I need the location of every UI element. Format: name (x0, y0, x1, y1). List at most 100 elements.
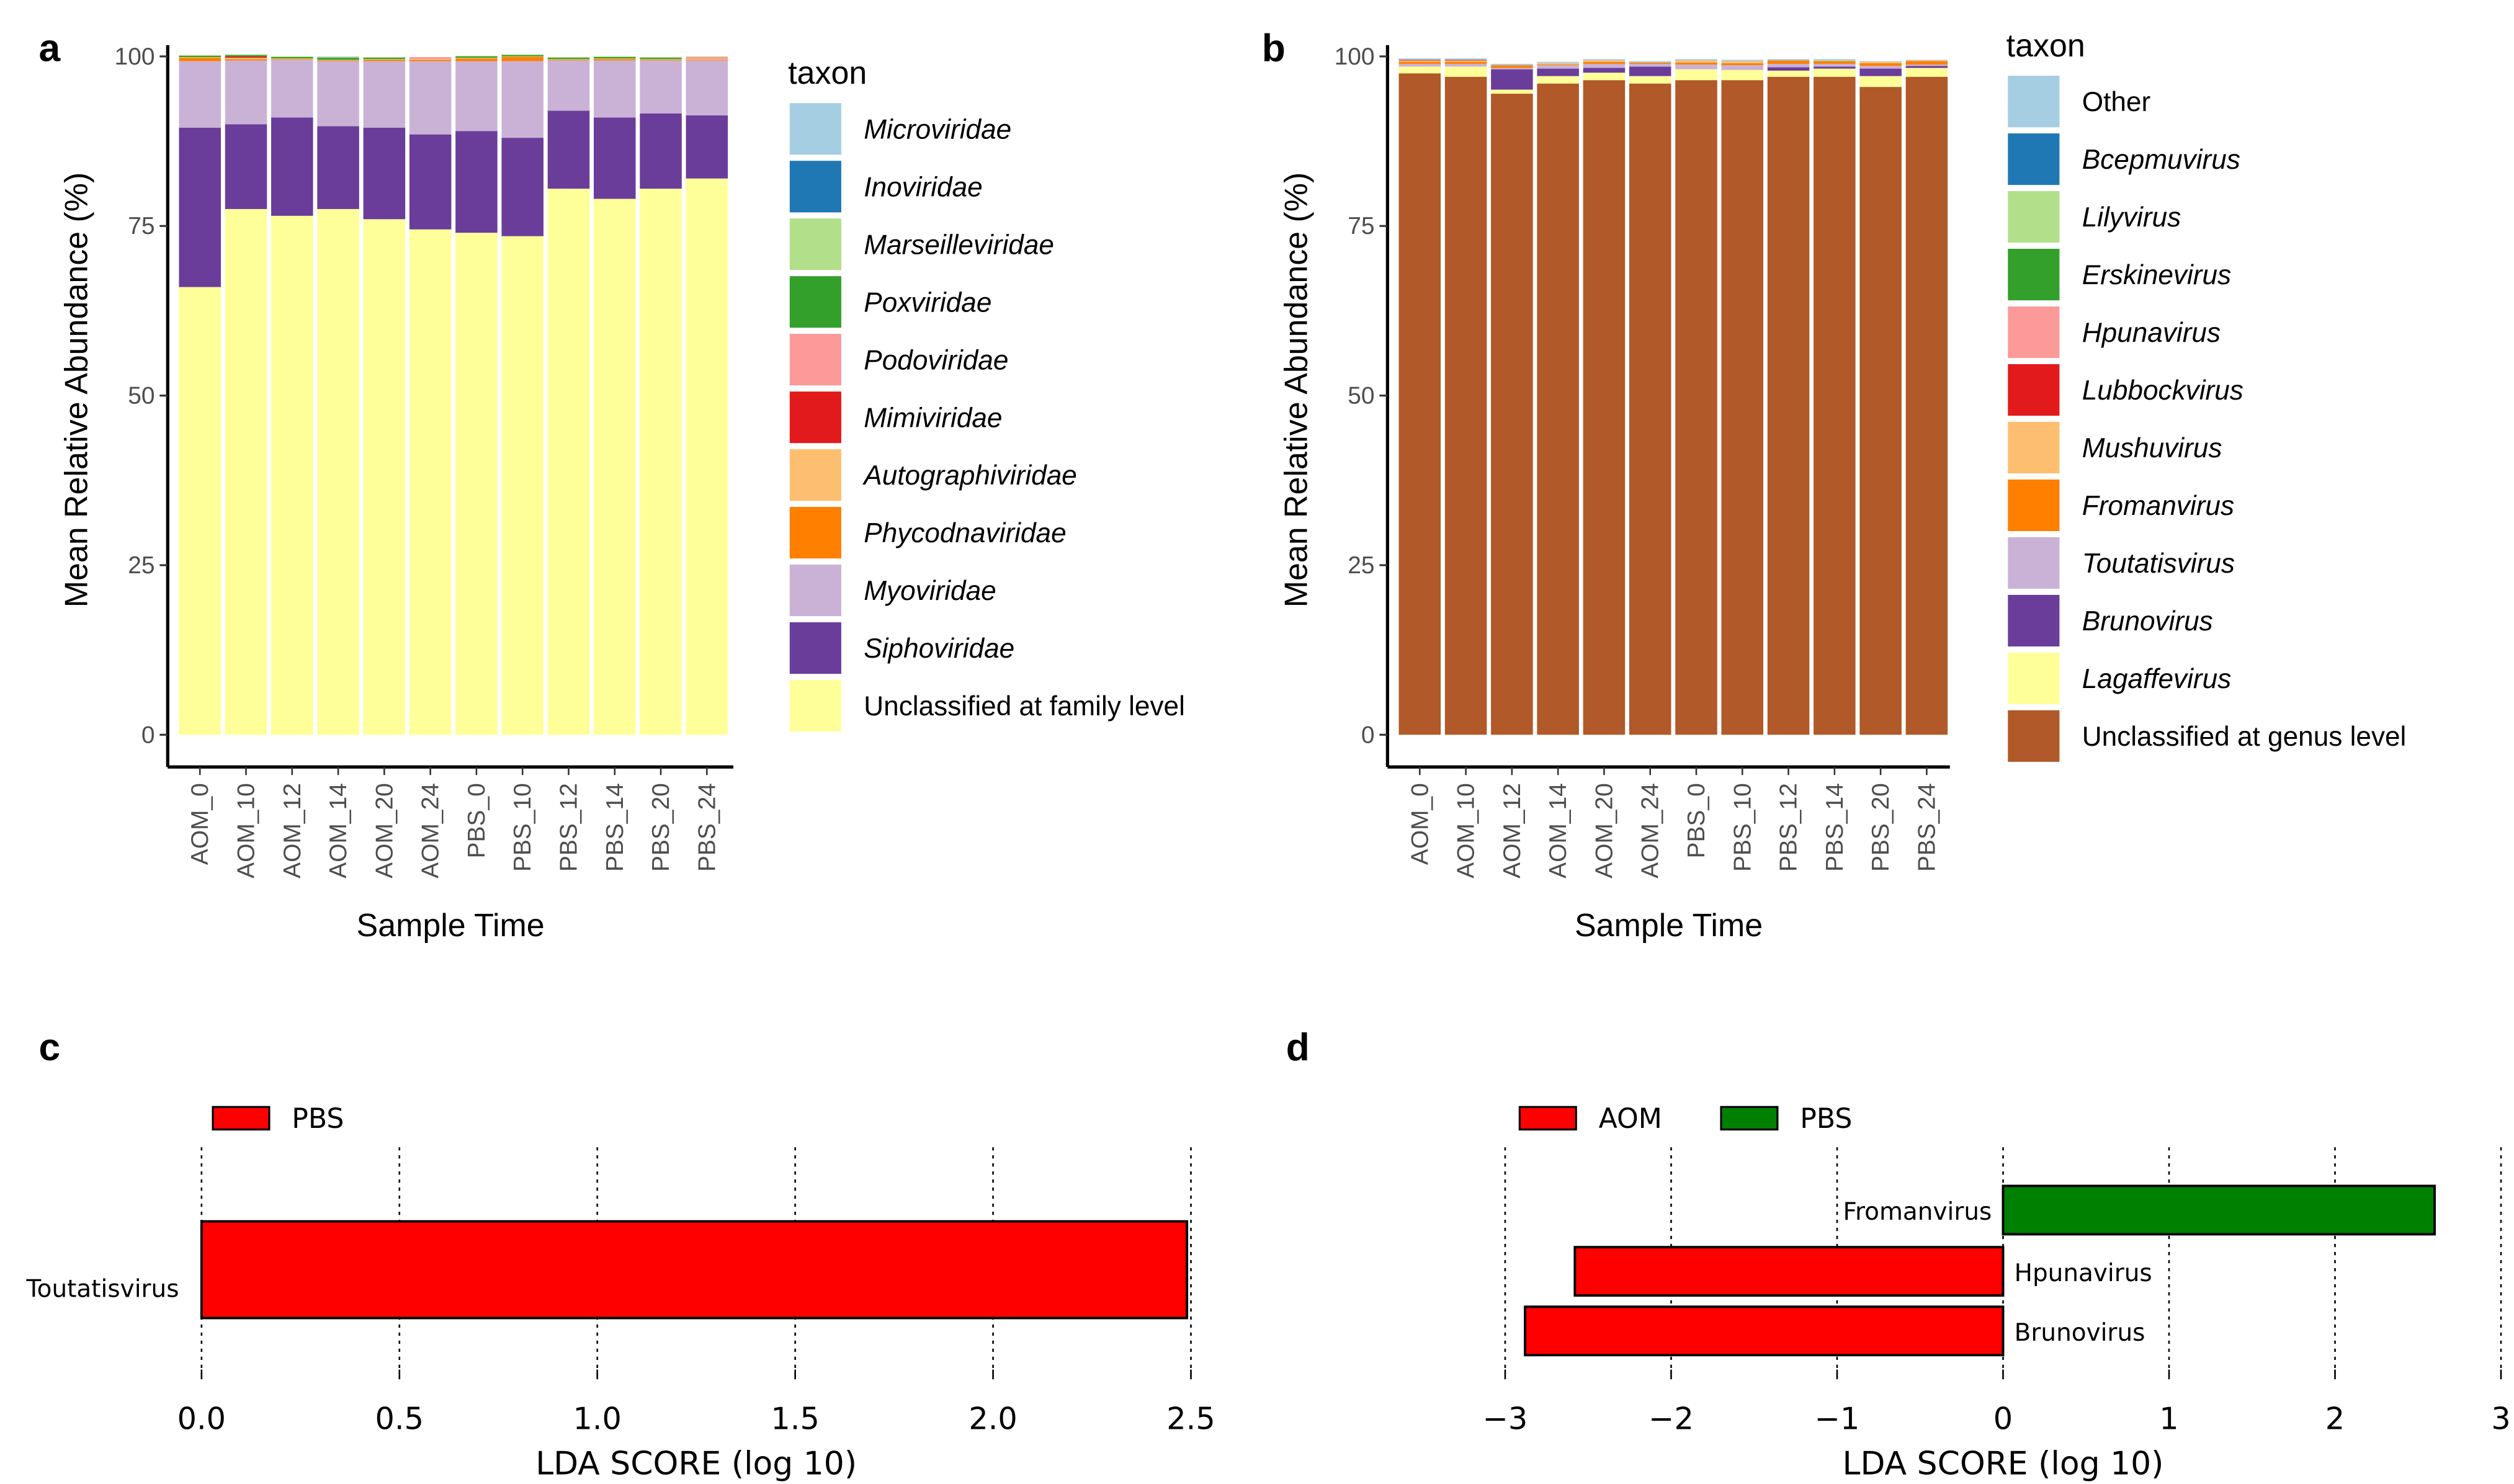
bar-segment-myoviridae (363, 61, 406, 128)
y-tick-label: 25 (1348, 552, 1374, 579)
legend-label: AOM (1599, 1103, 1662, 1135)
bar-segment-toutatisvirus (1444, 63, 1487, 67)
bar-segment-autographiviridae (225, 58, 267, 60)
legend-key (2008, 537, 2060, 589)
bar-segment-other (1859, 61, 1902, 62)
x-tick-label: PBS_0 (1683, 783, 1710, 858)
bar-segment-unclassified-at-family-level (271, 215, 313, 735)
legend-key (2008, 594, 2060, 646)
x-axis-title: LDA SCORE (log 10) (1843, 1445, 2164, 1482)
bar-segment-phycodnaviridae (179, 58, 221, 61)
panel-a-stacked-bar-chart: AOM_0 AOM_10 AOM_12 AOM_14 AOM_20 AOM_24 PBS_0… (58, 43, 1184, 944)
bar-segment-siphoviridae (271, 117, 313, 216)
bar-segment-lagaffevirus (1767, 70, 1810, 77)
bar-segment-poxviridae (547, 58, 590, 60)
bar-segment-fromanvirus (1859, 63, 1902, 66)
legend-label: Siphoviridae (864, 633, 1014, 664)
x-tick-label: AOM_14 (1545, 783, 1572, 878)
bar-segment-autographiviridae (501, 56, 544, 57)
x-tick-label: 1.0 (573, 1401, 621, 1437)
bar-segment-siphoviridae (686, 115, 728, 179)
bar-segment-fromanvirus (1675, 62, 1717, 65)
bar-segment-unclassified-at-genus-level (1859, 87, 1902, 735)
bar-segment-siphoviridae (363, 127, 406, 220)
legend-title: taxon (788, 55, 867, 91)
legend-key (789, 334, 841, 386)
bar-segment-phycodnaviridae (455, 58, 498, 61)
bar-segment-lagaffevirus (1583, 73, 1626, 81)
bar-segment-brunovirus (1629, 66, 1671, 76)
bar-segment-phycodnaviridae (501, 56, 544, 61)
bar-segment-unclassified-at-genus-level (1444, 76, 1487, 735)
bar-segment-lilyvirus (1814, 60, 1856, 61)
x-tick-label: PBS_10 (509, 783, 536, 872)
legend-label: Lilyvirus (2082, 202, 2181, 233)
bar-segment-brunovirus (1767, 67, 1810, 71)
bar-segment-unclassified-at-genus-level (1537, 83, 1579, 735)
bar-segment-siphoviridae (501, 138, 544, 236)
y-tick-label: 0 (1361, 722, 1375, 748)
x-tick-label: AOM_10 (1453, 783, 1480, 878)
bar-segment-autographiviridae (409, 59, 452, 60)
legend-label: Fromanvirus (2082, 491, 2234, 521)
x-tick-label: 1.5 (771, 1401, 819, 1437)
bar-segment-myoviridae (271, 60, 313, 118)
x-tick-label: PBS_0 (463, 783, 490, 858)
bar-segment-poxviridae (594, 56, 636, 59)
x-tick-label: PBS_14 (1822, 783, 1848, 872)
bar-segment-lagaffevirus (1905, 68, 1948, 77)
y-tick-label: 0 (141, 722, 155, 748)
y-axis-title: Mean Relative Abundance (%) (58, 172, 94, 608)
x-tick-label: 0.0 (177, 1401, 226, 1437)
bar-segment-siphoviridae (640, 113, 682, 189)
bar-segment-toutatisvirus (1721, 65, 1764, 70)
x-tick-label: PBS_24 (694, 783, 720, 872)
bar-segment-mushuvirus (1721, 61, 1764, 63)
legend-key (2008, 191, 2060, 243)
bar-segment-podoviridae (686, 56, 728, 60)
legend-label: Inoviridae (864, 172, 982, 202)
bar-segment-unclassified-at-family-level (317, 208, 359, 735)
bar-segment-siphoviridae (317, 126, 359, 209)
lda-bar-toutatisvirus (200, 1220, 1189, 1320)
y-tick-label: 100 (115, 43, 155, 70)
legend-label: Unclassified at family level (864, 691, 1185, 722)
bar-segment-other (1491, 63, 1533, 66)
bar-segment-toutatisvirus (1767, 63, 1810, 68)
bar-segment-fromanvirus (1444, 61, 1487, 64)
bar-segment-brunovirus (1859, 68, 1902, 76)
bar-segment-lagaffevirus (1629, 76, 1671, 84)
bar-segment-phycodnaviridae (225, 59, 267, 61)
bar-segment-marseilleviridae (179, 55, 221, 56)
bar-segment-myoviridae (225, 60, 267, 125)
bar-segment-poxviridae (455, 56, 498, 58)
legend-key (789, 391, 841, 444)
x-axis-title: Sample Time (357, 908, 545, 944)
legend-label: Podoviridae (864, 345, 1008, 375)
bar-label: Fromanvirus (1843, 1198, 1992, 1226)
bar-segment-other (1629, 61, 1671, 63)
legend-title: taxon (2006, 28, 2085, 64)
bar-segment-unclassified-at-family-level (363, 219, 406, 735)
x-tick-label: PBS_20 (648, 783, 674, 872)
bar-segment-other (1721, 60, 1764, 61)
bar-segment-brunovirus (1491, 69, 1533, 90)
bar-segment-fromanvirus (1767, 60, 1810, 64)
bar-segment-autographiviridae (640, 59, 682, 60)
bar-segment-lagaffevirus (1491, 89, 1533, 94)
x-tick-label: PBS_10 (1729, 783, 1756, 872)
legend-label: Marseilleviridae (864, 230, 1054, 260)
bar-segment-fromanvirus (1398, 61, 1441, 64)
bar-segment-phycodnaviridae (271, 59, 313, 60)
bar-segment-unclassified-at-genus-level (1814, 76, 1856, 735)
bar-segment-myoviridae (594, 60, 636, 118)
x-tick-label: AOM_0 (187, 783, 213, 865)
bar-segment-marseilleviridae (594, 56, 636, 57)
x-tick-label: PBS_12 (555, 783, 582, 872)
legend-label: Mimiviridae (864, 403, 1002, 433)
bar-segment-marseilleviridae (547, 56, 590, 58)
panel-b-stacked-bar-chart: AOM_0 AOM_10 AOM_12 AOM_14 AOM_20 AOM_24 PBS_0… (1279, 28, 2407, 944)
x-tick-label: AOM_24 (1637, 783, 1664, 878)
bar-segment-poxviridae (640, 58, 682, 60)
